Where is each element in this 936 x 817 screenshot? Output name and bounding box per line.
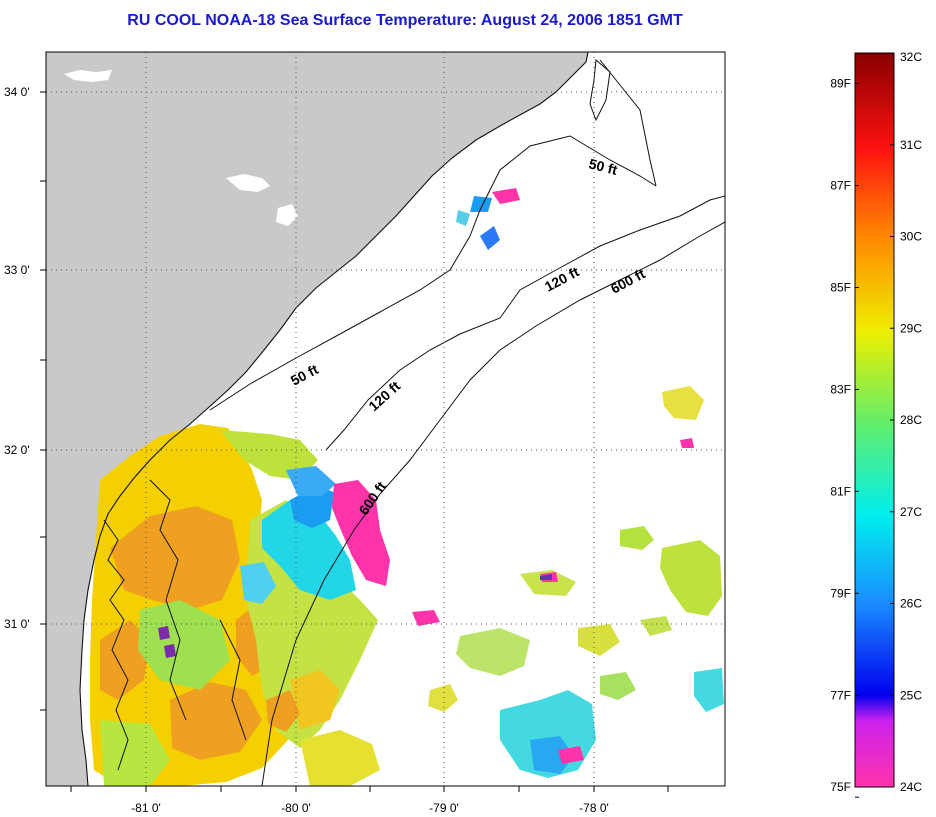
- colorbar-celsius-label: 31C: [900, 138, 922, 152]
- isobath-600ft: [261, 221, 725, 786]
- graticule: [46, 52, 725, 786]
- lake: [226, 174, 270, 192]
- colorbar-fahrenheit-label: 87F: [830, 179, 851, 193]
- colorbar-celsius-label: 29C: [900, 321, 922, 335]
- map-frame: [45, 51, 726, 787]
- lat-label-32: 32 0': [4, 443, 30, 457]
- lake: [276, 204, 298, 226]
- colorbar-celsius-label: 30C: [900, 230, 922, 244]
- lat-label-34: 34 0': [4, 85, 30, 99]
- lon-label-79: -79 0': [429, 801, 459, 815]
- lon-label-78: -78 0': [579, 801, 609, 815]
- axis-ticks: [40, 91, 669, 792]
- colorbar-fahrenheit-label: 77F: [830, 688, 851, 702]
- colorbar-celsius-label: 27C: [900, 505, 922, 519]
- coastline: [79, 52, 589, 786]
- lake: [64, 70, 112, 82]
- colorbar-fahrenheit-label: 83F: [830, 382, 851, 396]
- colorbar-celsius-label: 28C: [900, 413, 922, 427]
- lat-label-31: 31 0': [4, 617, 30, 631]
- isobath-label-50ft-north: 50 ft: [587, 155, 619, 178]
- colorbar: [854, 52, 895, 788]
- sst-patches: [90, 188, 724, 786]
- colorbar-fahrenheit-label: 85F: [830, 280, 851, 294]
- colorbar-fahrenheit-label: 79F: [830, 586, 851, 600]
- colorbar-fahrenheit-label: 75F: [830, 780, 851, 794]
- colorbar-celsius-label: 26C: [900, 597, 922, 611]
- colorbar-celsius-label: 25C: [900, 688, 922, 702]
- chart-title: RU COOL NOAA-18 Sea Surface Temperature:…: [127, 12, 683, 29]
- colorbar-fahrenheit-label: 89F: [830, 77, 851, 91]
- colorbar-ticks: [855, 52, 894, 798]
- isobath-120ft: [325, 195, 725, 451]
- colorbar-fahrenheit-label: 81F: [830, 484, 851, 498]
- lat-label-33: 33 0': [4, 263, 30, 277]
- isobath-50ft: [209, 135, 657, 411]
- lon-label-81: -81 0': [131, 801, 161, 815]
- colorbar-celsius-label: 24C: [900, 780, 922, 794]
- colorbar-celsius-label: 32C: [900, 50, 922, 64]
- land-area: [46, 52, 588, 786]
- lon-label-80: -80 0': [281, 801, 311, 815]
